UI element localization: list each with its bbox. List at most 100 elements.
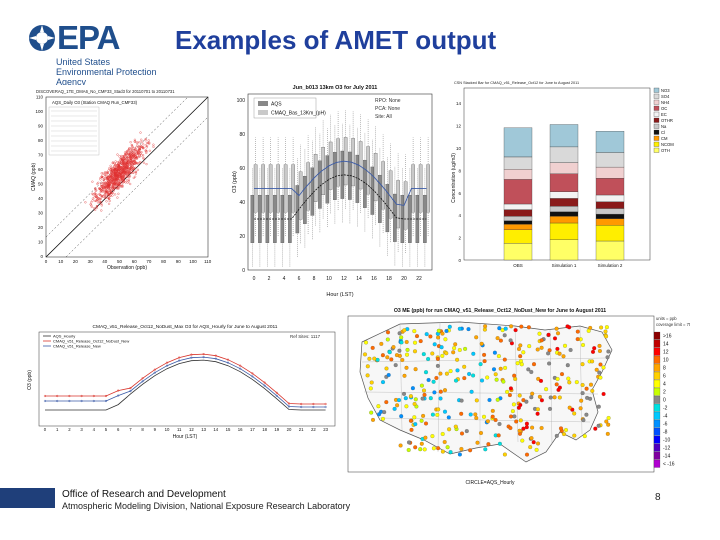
legend-swatch [653,99,660,105]
scatter-point [152,143,155,146]
site-dot [400,357,405,362]
site-dot [544,387,549,392]
scatter-point [122,162,125,165]
line-marker [190,356,193,359]
line-marker [68,394,71,398]
site-dot [422,392,427,397]
stack-segment [503,243,533,261]
site-dot [430,351,435,356]
scatter-point [130,155,133,158]
site-dot [524,421,529,426]
site-dot [508,386,513,391]
site-dot [369,410,374,415]
legend-label-obs: AQS [271,102,282,108]
scale-swatch [653,339,661,348]
stack-segment [595,218,625,226]
scatter-point [134,175,137,178]
site-dot [606,422,611,427]
line-xtick: 7 [129,427,132,432]
line-marker [263,381,266,384]
site-dot [413,445,418,450]
scale-label: 6 [663,374,666,380]
scatter-point [136,153,140,156]
line-xtick: 1 [56,427,59,432]
scatter-point [107,192,110,195]
scatter-point [130,169,134,172]
line-xtick: 4 [93,427,96,432]
scatter-point [111,178,114,182]
site-dot [431,379,436,384]
scatter-point [101,195,104,198]
scatter-point [103,182,106,185]
scatter-point [129,150,132,153]
site-dot [483,447,488,452]
box-plot-panel: Jun_b013 13km O3 for July 2011 AQS CMAQ_… [230,82,435,302]
scatter-point [142,157,145,160]
site-dot [365,373,370,378]
scatter-point [125,175,128,178]
site-dot [601,391,606,396]
stacked-bars [503,124,625,261]
scatter-point [99,176,102,180]
site-dot [421,388,426,393]
stack-segment [549,173,579,192]
line-marker [312,405,315,409]
scatter-point [116,177,119,180]
scale-label: -14 [663,454,670,460]
site-dot [413,367,418,372]
site-dot [512,414,517,419]
stack-segment [503,209,533,217]
site-dot [363,352,368,357]
site-dot [399,335,404,340]
scatter-xtick: 50 [117,259,123,264]
site-dot [404,365,409,370]
site-dot [379,341,384,346]
line-xtick: 6 [117,427,120,432]
scatter-xtick: 70 [146,259,152,264]
site-dot [502,357,507,362]
map-site-dots [363,324,611,457]
site-dot [413,422,418,427]
site-dot [447,324,452,329]
site-dot [482,352,487,357]
box-rect [426,164,430,213]
scatter-point [112,188,115,191]
site-dot [529,395,534,400]
state-border [437,321,441,453]
site-dot [423,370,428,375]
site-dot [535,411,540,416]
site-dot [414,334,419,339]
scatter-point [117,192,120,195]
stacked-category: OBS [513,263,523,268]
scatter-point [129,182,132,186]
scatter-point [131,148,134,151]
scatter-point [120,184,123,187]
scatter-point [117,171,120,174]
scatter-point [122,166,125,169]
line-marker [43,394,47,398]
site-dot [462,364,467,369]
scatter-point [109,175,112,178]
line-xtick: 10 [165,427,170,432]
line-marker [239,364,242,367]
scatter-point [120,160,123,164]
stack-segment [549,198,579,207]
scatter-point [118,165,121,168]
scatter-point [121,172,124,175]
scatter-point [126,181,129,184]
scatter-point [147,139,150,142]
site-dot [546,332,551,337]
site-dot [593,426,598,431]
scatter-point [94,194,97,197]
site-dot [466,327,471,332]
box-legend [253,97,317,119]
site-dot [397,331,402,336]
site-dot [508,425,513,430]
site-dot [586,328,591,333]
line-xtick: 20 [287,427,292,432]
site-dot [430,434,435,439]
site-dot [599,325,604,330]
site-dot [459,447,464,452]
scatter-point [116,183,119,186]
site-dot [557,351,562,356]
